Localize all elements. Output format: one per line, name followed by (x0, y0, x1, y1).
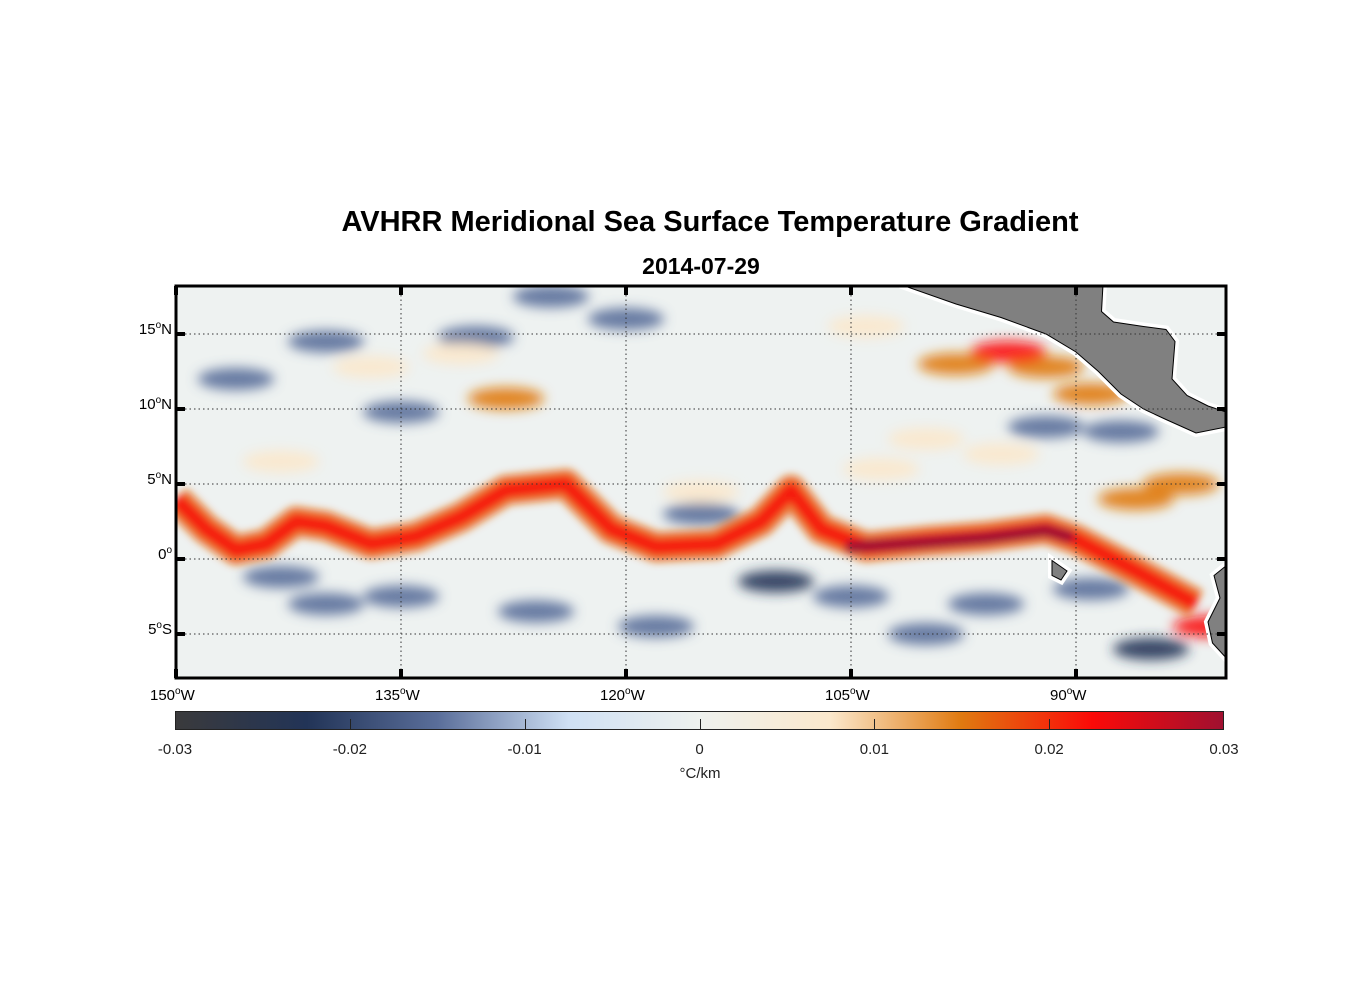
positive-gradient-feature (243, 450, 319, 473)
colorbar-tick-label: 0.03 (1209, 741, 1239, 758)
colorbar-tick-mark (699, 719, 701, 730)
colorbar-tick-label: -0.01 (507, 741, 542, 758)
positive-gradient-feature (828, 315, 904, 338)
equatorial-front-core (845, 524, 1075, 553)
positive-gradient-feature (963, 443, 1039, 465)
land-polygon (903, 286, 1226, 434)
negative-gradient-feature (498, 600, 574, 623)
negative-gradient-feature (198, 368, 274, 390)
positive-gradient-feature (423, 342, 499, 365)
lat-tick-label: 0o (158, 545, 172, 563)
positive-gradient-feature (970, 341, 1047, 363)
colorbar-tick-mark (524, 719, 526, 730)
positive-gradient-feature (663, 480, 739, 503)
lat-tick-label: 15oN (138, 320, 172, 338)
positive-gradient-feature (843, 458, 919, 480)
positive-gradient-feature (468, 387, 544, 410)
colorbar-tick-label: -0.03 (157, 741, 193, 758)
negative-gradient-feature (513, 286, 589, 308)
colorbar-tick-label: 0.02 (1034, 741, 1064, 758)
negative-gradient-feature (618, 615, 694, 638)
positive-gradient-feature (333, 356, 409, 378)
chart-subtitle: 2014-07-29 (642, 253, 760, 279)
colorbar-tick-label: 0 (695, 741, 704, 758)
negative-gradient-feature (1008, 416, 1084, 438)
negative-gradient-feature (948, 593, 1024, 615)
chart-title: AVHRR Meridional Sea Surface Temperature… (341, 206, 1079, 238)
negative-gradient-feature (288, 593, 364, 615)
negative-gradient-feature (1113, 638, 1189, 660)
negative-gradient-feature (1053, 578, 1129, 600)
colorbar-tick-mark (1049, 719, 1051, 730)
lon-tick-label: 150oW (150, 686, 195, 704)
negative-gradient-feature (1083, 420, 1159, 443)
negative-gradient-feature (438, 326, 514, 348)
negative-gradient-feature (663, 503, 739, 525)
lon-tick-label: 90oW (1050, 686, 1087, 704)
positive-gradient-feature (888, 428, 964, 450)
lat-tick-label: 5oN (147, 470, 172, 488)
land-polygon (1051, 559, 1068, 581)
negative-gradient-feature (243, 566, 319, 588)
lon-tick-label: 120oW (600, 686, 645, 704)
positive-gradient-feature (1098, 488, 1174, 510)
negative-gradient-feature (288, 330, 364, 353)
colorbar-units-label: °C/km (679, 765, 721, 782)
negative-gradient-feature (888, 623, 964, 645)
lon-tick-label: 105oW (825, 686, 870, 704)
lat-tick-label: 10oN (138, 395, 172, 413)
colorbar-tick-mark (349, 719, 351, 730)
colorbar-tick-mark (874, 719, 876, 730)
lon-tick-label: 135oW (375, 686, 420, 704)
lat-tick-label: 5oS (148, 620, 172, 638)
colorbar-tick-label: -0.02 (332, 741, 367, 758)
positive-gradient-feature (918, 353, 994, 375)
colorbar-tick-label: 0.01 (859, 741, 889, 758)
negative-gradient-feature (738, 570, 814, 593)
